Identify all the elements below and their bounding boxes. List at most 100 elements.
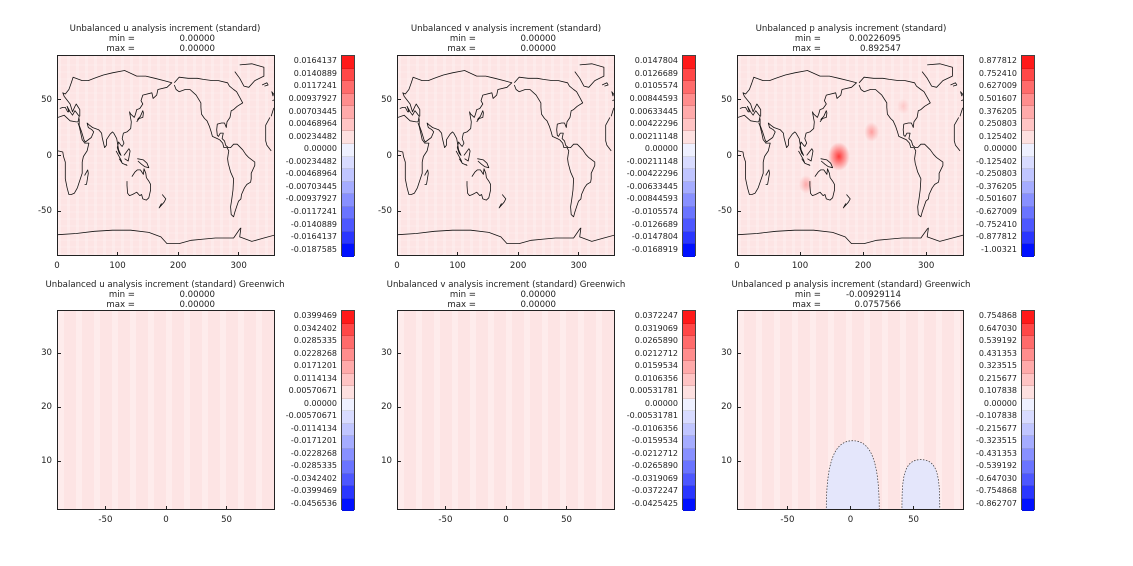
colorbar-swatch [342,423,354,436]
colorbar-label: -0.0164137 [290,232,337,242]
colorbar-swatch [342,311,354,324]
colorbar-swatch [342,486,354,499]
colorbar-swatch [342,386,354,399]
coastline [136,110,144,123]
min-label: min = [449,34,476,44]
colorbar-label: 0.0212712 [634,348,678,358]
field-overlay [825,440,941,509]
colorbar-label: -0.0265890 [631,461,678,471]
colorbar-swatch [1022,461,1034,474]
colorbar-swatch [683,461,695,474]
chart-title: Unbalanced p analysis increment (standar… [731,280,971,290]
y-tick [57,99,61,101]
colorbar-swatch [683,131,695,144]
colorbar-label: -0.0456536 [290,498,337,508]
colorbar-swatch [1022,473,1034,486]
colorbar-label: 0.0106356 [634,373,678,383]
y-tick [737,99,741,101]
coastline [126,168,151,201]
colorbar-swatch [683,81,695,94]
y-tick [397,99,401,101]
coastline [398,227,614,244]
colorbar-label: 0.00000 [983,144,1017,154]
heatmap-field [397,55,615,256]
colorbar-swatch [342,348,354,361]
y-tick [397,210,401,212]
colorbar-label: 0.00422296 [629,119,678,129]
colorbar-swatch [342,194,354,207]
x-tick-label: 0 [394,261,400,271]
colorbar-swatch [1022,373,1034,386]
y-tick-label: -50 [37,206,52,217]
colorbar-label: 0.752410 [978,68,1017,78]
colorbar-swatch [1022,336,1034,349]
min-label: min = [108,34,135,44]
max-value: 0.00000 [179,300,215,310]
colorbar-swatch [683,498,695,511]
coastline [477,158,490,169]
colorbar-label: -0.250803 [975,169,1017,179]
field-overlay [398,311,615,510]
x-tick-label: 100 [791,261,809,271]
colorbar-label: 0.215677 [978,373,1017,383]
colorbar-swatch [1022,348,1034,361]
colorbar-swatch [1022,181,1034,195]
colorbar-swatch [1022,56,1034,69]
colorbar-label: -0.877812 [975,232,1017,242]
colorbar-swatch [342,143,354,157]
x-tick [913,506,915,510]
colorbar-label: 0.877812 [978,56,1017,66]
colorbar-label: -0.0399469 [290,486,337,496]
colorbar-label: 0.0147804 [634,56,678,66]
colorbar-label: -0.0105574 [631,207,678,217]
colorbar-label: 0.0342402 [293,323,337,333]
colorbar-label: -0.0126689 [631,219,678,229]
colorbar-label: 0.00531781 [629,386,678,396]
x-tick-label: 300 [917,261,935,271]
colorbar-label: -0.752410 [975,219,1017,229]
colorbar-swatch [342,181,354,195]
colorbar-label: 0.0372247 [634,311,678,321]
colorbar-label: -0.125402 [975,156,1017,166]
coastline [798,150,806,164]
colorbar-label: 0.00844593 [629,93,678,103]
colorbar-label: -0.0168919 [631,244,678,254]
colorbar-label: -0.431353 [975,448,1017,458]
colorbar-label: -0.00468964 [285,169,337,179]
colorbar-swatch [1022,231,1034,245]
coastline [271,91,274,102]
colorbar-label: -0.627009 [975,207,1017,217]
colorbar-swatch [1022,244,1034,257]
colorbar-label: 0.0228268 [293,348,337,358]
y-tick [397,352,401,354]
coastline [122,162,128,166]
colorbar-swatch [683,448,695,461]
colorbar-label: 0.0126689 [634,68,678,78]
colorbar-swatch [342,461,354,474]
colorbar-swatch [683,118,695,132]
x-tick-label: 100 [449,261,466,271]
y-tick-label: 10 [721,456,732,467]
colorbar-label: -0.00531781 [626,411,678,421]
x-tick [850,506,851,510]
colorbar-label: -0.0212712 [631,448,678,458]
x-tick [505,506,507,510]
min-label: min = [449,290,476,300]
y-tick-label: 0 [386,150,392,161]
coastline [498,194,507,209]
y-tick-label: 30 [381,348,392,359]
x-tick [238,252,240,256]
colorbar-swatch [683,231,695,245]
x-tick-label: 0 [734,261,740,271]
max-label: max = [447,300,476,310]
colorbar-swatch [683,361,695,374]
y-tick-label: 50 [381,94,392,105]
colorbar-label: 0.754868 [978,311,1017,321]
colorbar-label: 0.0399469 [293,311,337,321]
coastline [261,82,269,87]
y-tick-label: 20 [41,402,52,413]
max-label: max = [792,44,821,54]
x-tick [165,506,167,510]
colorbar-swatch [683,68,695,82]
